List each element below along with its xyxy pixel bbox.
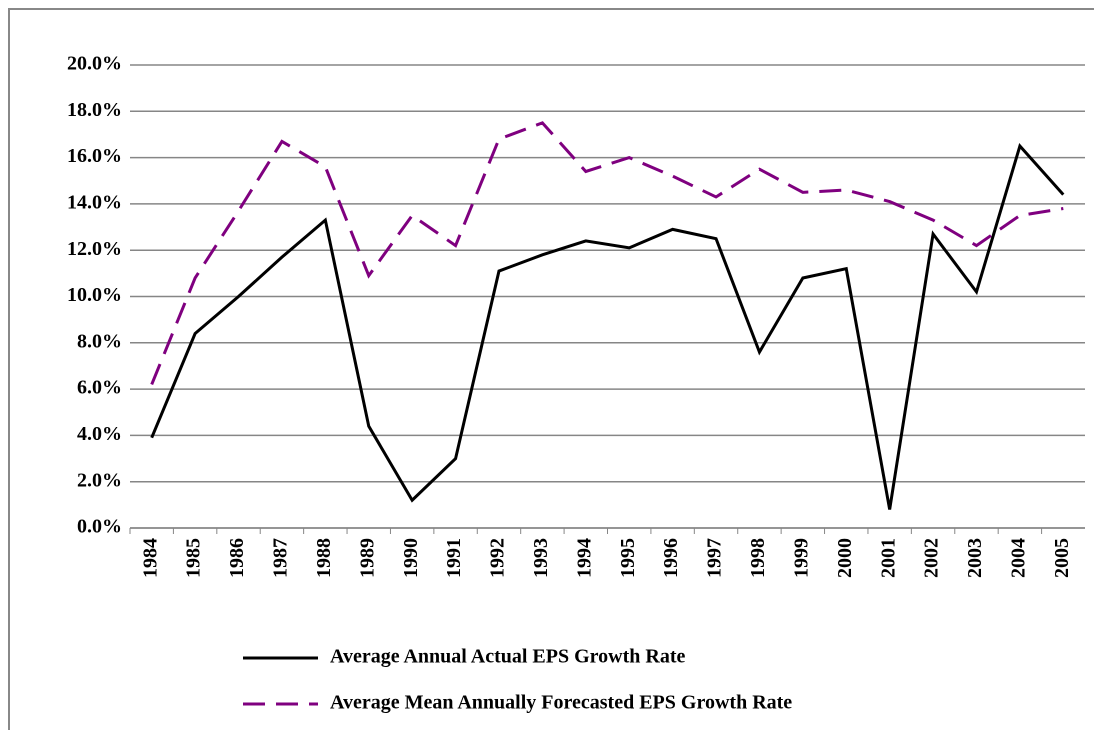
x-tick-label: 1995 — [617, 538, 639, 578]
y-tick-label: 20.0% — [67, 53, 122, 75]
y-tick-label: 6.0% — [77, 377, 122, 399]
y-tick-label: 0.0% — [77, 516, 122, 538]
x-tick-label: 1998 — [747, 538, 769, 578]
x-tick-label: 2004 — [1007, 538, 1029, 578]
y-tick-label: 18.0% — [67, 99, 122, 121]
x-tick-label: 1987 — [270, 538, 292, 578]
x-tick-label: 1997 — [704, 538, 726, 578]
x-tick-label: 1990 — [400, 538, 422, 578]
y-tick-label: 10.0% — [67, 284, 122, 306]
x-tick-label: 1984 — [139, 538, 161, 578]
x-tick-label: 1992 — [487, 538, 509, 578]
x-tick-label: 1988 — [313, 538, 335, 578]
x-tick-label: 1991 — [443, 538, 465, 578]
x-tick-label: 2001 — [877, 538, 899, 578]
x-tick-label: 1989 — [356, 538, 378, 578]
y-tick-label: 8.0% — [77, 330, 122, 352]
y-tick-label: 12.0% — [67, 238, 122, 260]
y-tick-label: 14.0% — [67, 191, 122, 213]
x-tick-label: 1994 — [573, 538, 595, 578]
legend-label: Average Mean Annually Forecasted EPS Gro… — [330, 692, 792, 714]
chart-border — [8, 8, 1094, 730]
x-tick-label: 1985 — [183, 538, 205, 578]
y-tick-label: 16.0% — [67, 145, 122, 167]
series-line — [150, 143, 1065, 510]
series-line — [150, 121, 1064, 386]
y-tick-label: 2.0% — [77, 469, 122, 491]
x-tick-label: 1999 — [790, 538, 812, 578]
y-tick-label: 4.0% — [77, 423, 122, 445]
x-tick-label: 2005 — [1051, 538, 1073, 578]
x-tick-label: 1996 — [660, 538, 682, 578]
legend-label: Average Annual Actual EPS Growth Rate — [330, 646, 685, 668]
x-tick-label: 2003 — [964, 538, 986, 578]
x-tick-label: 2002 — [921, 538, 943, 578]
x-tick-label: 2000 — [834, 538, 856, 578]
x-tick-label: 1993 — [530, 538, 552, 578]
x-tick-label: 1986 — [226, 538, 248, 578]
